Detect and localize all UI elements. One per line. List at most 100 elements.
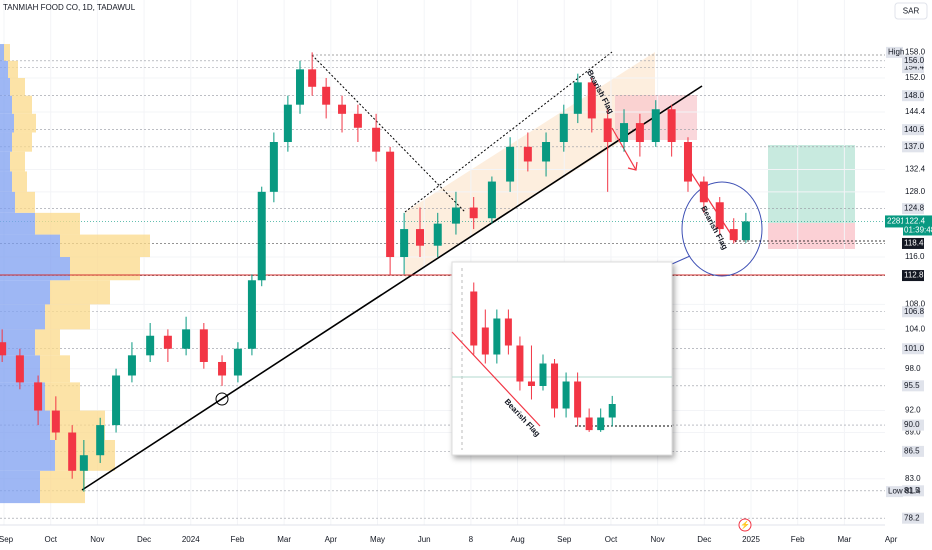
x-tick-label: Jun [418,535,431,544]
candle-body [386,151,395,258]
currency[interactable]: SAR [903,7,920,16]
candle-body [257,191,266,281]
candle-body [741,221,750,241]
y-tick-label: 132.4 [905,165,926,174]
y-tick-label: 92.0 [905,406,921,415]
candle-body [15,355,24,383]
candle-body [597,417,605,431]
dark-level-label: 112.8 [904,271,924,280]
profile-buy [0,78,10,96]
candle-body [527,381,535,386]
candle-body [0,342,7,356]
level-box [902,306,924,318]
currency-button[interactable] [894,2,928,20]
x-tick-label: Oct [44,535,57,544]
high-caption-box [886,46,903,58]
profile-sell [8,60,18,79]
profile-buy [0,171,12,192]
profile-buy [0,439,55,471]
x-tick-label: Nov [651,535,665,544]
level-box [902,343,924,355]
x-tick-label: 2025 [742,535,760,544]
dark-level-label: 118.4 [904,239,924,248]
level-box [902,62,924,74]
candle-body [729,229,738,241]
profile-sell [15,191,35,213]
y-tick-label: 128.0 [905,187,926,196]
level-box [902,90,924,102]
level-box [902,141,924,153]
level-label: 124.8 [904,204,925,213]
profile-buy [0,470,40,504]
candle-body [308,69,317,87]
profile-buy [0,234,60,258]
x-tick-label: Dec [137,535,151,544]
level-label: 140.6 [904,125,925,134]
candle-body [451,207,460,224]
profile-buy [0,60,8,79]
level-label: 95.5 [904,381,920,390]
profile-buy [0,132,12,152]
level-label: 81.5 [904,486,920,495]
trendline [81,85,703,491]
arrow-head [627,161,638,171]
chart-title: TANMIAH FOOD CO, 1D, TADAWUL [3,3,136,12]
candle-body [587,82,596,119]
level-box [902,380,924,392]
profile-sell [40,470,85,504]
x-tick-label: Feb [231,535,245,544]
candle-body [415,229,424,246]
level-label: 106.8 [904,307,925,316]
x-tick-label: Sep [0,535,14,544]
profile-buy [0,95,12,114]
profile-sell [45,304,90,330]
candle-body [608,404,616,418]
profile-buy [0,257,70,281]
y-tick-label: 144.4 [905,107,926,116]
candle-body [559,113,568,143]
level-label: 154.4 [904,63,925,72]
candle-body [585,417,593,431]
candle-body [516,345,524,382]
dark-level-box [902,270,924,282]
low-caption: Low [888,487,903,496]
candle-body [127,355,136,376]
y-tick-label: 116.0 [905,252,925,261]
profile-sell [4,44,10,61]
profile-sell [12,132,32,152]
target-zone [768,145,855,223]
level-label: 148.0 [904,91,925,100]
profile-sell [40,355,70,383]
last-price-box [903,215,932,236]
candle-body [433,223,442,246]
profile-sell [12,95,32,114]
time-axis-bg [0,525,932,550]
profile-buy [0,113,14,133]
dark-level-box [902,237,924,249]
countdown: 01:39:48 [904,226,932,235]
candle-body [504,318,512,346]
profile-sell [70,257,140,281]
candle-body [79,455,88,471]
event-icon [738,518,752,532]
candle-body [603,118,612,143]
level-label: 101.0 [904,344,925,353]
flag-arrow [687,167,737,243]
candle-body [573,82,582,114]
y-tick-label: 108.0 [905,299,926,308]
candle-body [283,104,292,143]
candle-body [551,363,559,409]
candle-body [218,361,227,376]
high-label: 158.0 [905,47,926,56]
level-label: 78.2 [904,513,920,522]
inset-frame [451,261,673,456]
x-tick-label: Apr [885,535,898,544]
x-tick-label: Feb [791,535,805,544]
candle-body [372,127,381,152]
profile-buy [0,304,45,330]
highlight-circle [681,181,763,277]
y-tick-label: 89.0 [905,428,921,437]
candle-body [112,375,121,426]
x-tick-label: Dec [697,535,711,544]
low-label: 81.4 [905,487,921,496]
